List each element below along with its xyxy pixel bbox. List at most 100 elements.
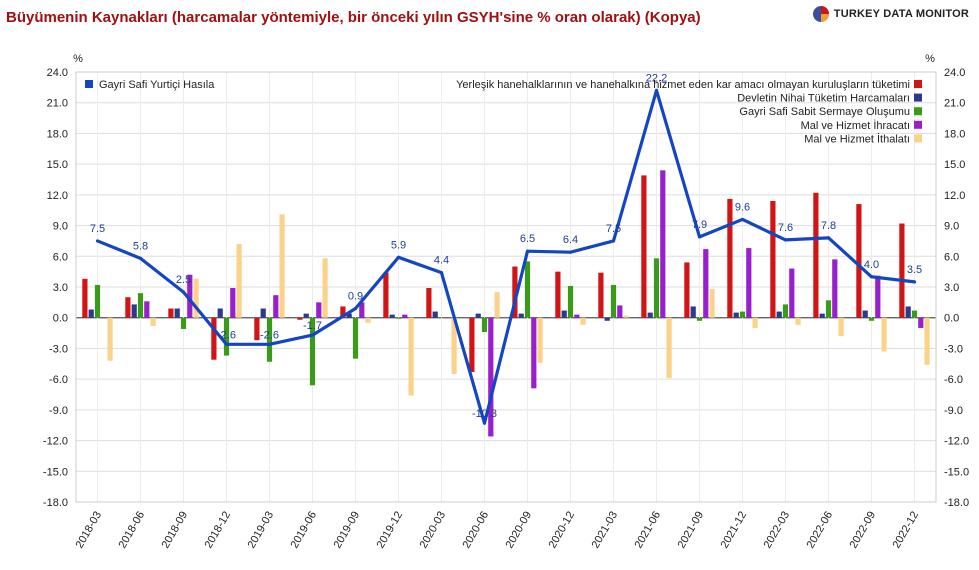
gdp-data-label: 7.6 <box>778 222 793 234</box>
bar <box>795 317 801 325</box>
bar <box>531 317 537 389</box>
bar <box>647 312 653 318</box>
bar <box>131 304 137 318</box>
y-tick-left: 0.0 <box>53 313 68 325</box>
bar <box>494 292 500 318</box>
bar <box>383 272 389 318</box>
x-tick-label: 2020-06 <box>461 510 492 551</box>
bar <box>217 308 223 318</box>
legend-swatch <box>914 120 922 129</box>
bar <box>856 204 862 318</box>
gdp-data-label: -2.6 <box>217 329 236 341</box>
x-tick-label: 2018-03 <box>74 510 105 551</box>
bar <box>641 175 647 318</box>
labels-layer: 7.5 5.8 2.5 -2.6 -2.6 -1.7 0.9 5.9 4.4 -10.3 6.5 6.… <box>90 72 922 420</box>
gdp-point <box>181 290 186 294</box>
bar <box>236 244 242 318</box>
brand-logo: TURKEY DATA MONITOR <box>812 5 969 23</box>
legend-swatch <box>914 93 922 102</box>
y-tick-left: -15.0 <box>43 466 68 478</box>
y-tick-right: 15.0 <box>944 159 965 171</box>
x-tick-label: 2022-09 <box>848 510 879 551</box>
x-tick-label: 2018-12 <box>203 510 234 551</box>
bar <box>739 311 746 318</box>
bar <box>279 214 285 318</box>
bar <box>733 312 739 318</box>
bar <box>727 198 733 318</box>
bar <box>359 302 365 318</box>
gdp-data-label: -10.3 <box>472 408 497 420</box>
y-tick-right: 3.0 <box>944 282 959 294</box>
bar <box>187 274 193 318</box>
bar <box>273 295 279 318</box>
y-tick-left: 3.0 <box>53 282 68 294</box>
bar <box>899 223 905 318</box>
x-tick-label: 2018-09 <box>160 510 191 551</box>
bar <box>174 308 180 318</box>
bar <box>512 266 518 318</box>
y-tick-right: -15.0 <box>944 466 969 478</box>
legend-label: Yerleşik hanehalklarının ve hanehalkına … <box>456 79 910 91</box>
gdp-data-label: 7.5 <box>606 223 621 235</box>
gdp-point <box>95 239 100 243</box>
gdp-point <box>138 256 143 260</box>
bar <box>432 311 438 318</box>
legend-swatch <box>914 107 922 116</box>
x-tick-label: 2021-06 <box>633 510 664 551</box>
gdp-point <box>353 306 358 311</box>
y-tick-left: 18.0 <box>47 128 68 140</box>
bar <box>604 317 610 321</box>
bar <box>789 268 795 318</box>
bar <box>776 311 782 318</box>
y-tick-right: 12.0 <box>944 190 965 202</box>
grid-layer <box>75 71 937 503</box>
x-tick-label: 2021-03 <box>590 510 621 551</box>
y-unit-right: % <box>925 53 935 65</box>
legend-label: Devletin Nihai Tüketim Harcamaları <box>737 93 910 105</box>
y-tick-left: 15.0 <box>47 159 68 171</box>
bar <box>838 317 844 337</box>
gdp-data-label: 5.9 <box>391 239 406 251</box>
gdp-point <box>654 88 659 93</box>
x-tick-label: 2020-12 <box>547 510 578 551</box>
y-tick-left: -18.0 <box>43 497 68 509</box>
legend-label-gdp: Gayri Safi Yurtiçi Hasıla <box>99 79 215 91</box>
gdp-data-label: -2.6 <box>260 329 279 341</box>
bar <box>150 317 156 326</box>
gdp-point <box>783 238 788 242</box>
bar <box>254 317 260 341</box>
gdp-point <box>869 275 874 279</box>
gdp-point <box>525 249 530 253</box>
gdp-data-label: 7.8 <box>821 220 836 232</box>
bar <box>881 317 887 352</box>
bar <box>567 285 574 318</box>
line-layer <box>95 88 917 425</box>
bar <box>623 315 629 318</box>
bar <box>574 314 580 318</box>
bar <box>911 310 918 318</box>
y-tick-right: 18.0 <box>944 128 965 140</box>
y-tick-right: -6.0 <box>944 374 963 386</box>
gdp-data-label: 7.9 <box>692 219 707 231</box>
gdp-line <box>96 88 915 425</box>
bar <box>703 249 709 318</box>
bar <box>107 317 113 361</box>
bar <box>488 317 494 437</box>
x-tick-label: 2021-09 <box>676 510 707 551</box>
bar <box>561 310 567 318</box>
brand-pie-icon <box>812 6 829 22</box>
x-tick-label: 2019-12 <box>375 510 406 551</box>
bar <box>230 288 236 318</box>
gdp-data-label: 2.5 <box>176 274 191 286</box>
bar <box>610 284 617 318</box>
gdp-point <box>224 342 229 346</box>
legend-swatch-gdp <box>85 80 93 88</box>
x-tick-label: 2019-06 <box>289 510 320 551</box>
y-tick-left: 6.0 <box>53 251 68 263</box>
bar <box>451 317 457 375</box>
bar <box>819 313 825 318</box>
bar <box>125 297 131 318</box>
bar <box>340 306 346 318</box>
bar <box>555 271 561 318</box>
